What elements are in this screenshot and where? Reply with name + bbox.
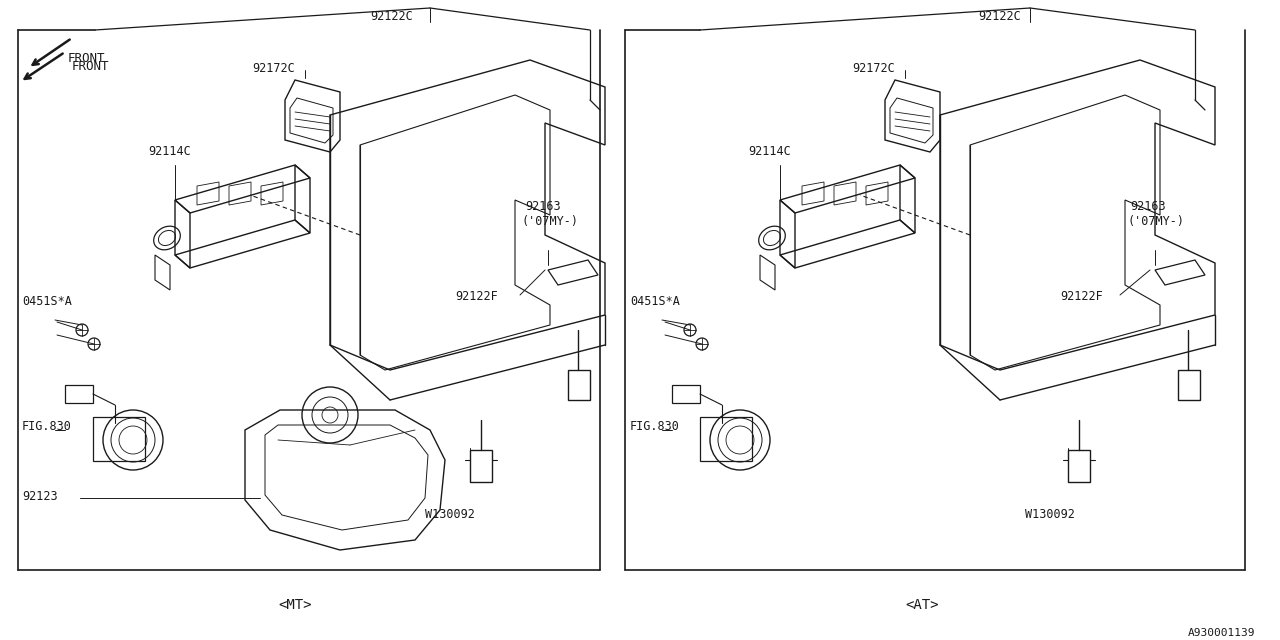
Text: 0451S*A: 0451S*A	[630, 295, 680, 308]
Text: A930001139: A930001139	[1188, 628, 1254, 638]
Text: FRONT: FRONT	[68, 52, 105, 65]
Text: FRONT: FRONT	[72, 60, 110, 73]
Text: 0451S*A: 0451S*A	[22, 295, 72, 308]
Text: 92123: 92123	[22, 490, 58, 503]
Text: W130092: W130092	[425, 508, 475, 521]
Text: FIG.830: FIG.830	[630, 420, 680, 433]
Text: 92122C: 92122C	[978, 10, 1020, 23]
Text: 92122F: 92122F	[1060, 290, 1103, 303]
Text: 92122C: 92122C	[370, 10, 412, 23]
Text: FIG.830: FIG.830	[22, 420, 72, 433]
Text: <MT>: <MT>	[278, 598, 312, 612]
Text: 92122F: 92122F	[454, 290, 498, 303]
Text: 92172C: 92172C	[852, 62, 895, 75]
Text: ('07MY-): ('07MY-)	[1126, 215, 1184, 228]
Text: 92114C: 92114C	[748, 145, 791, 158]
Text: ('07MY-): ('07MY-)	[522, 215, 579, 228]
Text: 92163: 92163	[525, 200, 561, 213]
Text: 92172C: 92172C	[252, 62, 294, 75]
Text: 92114C: 92114C	[148, 145, 191, 158]
Text: 92163: 92163	[1130, 200, 1166, 213]
Text: <AT>: <AT>	[905, 598, 938, 612]
Text: W130092: W130092	[1025, 508, 1075, 521]
